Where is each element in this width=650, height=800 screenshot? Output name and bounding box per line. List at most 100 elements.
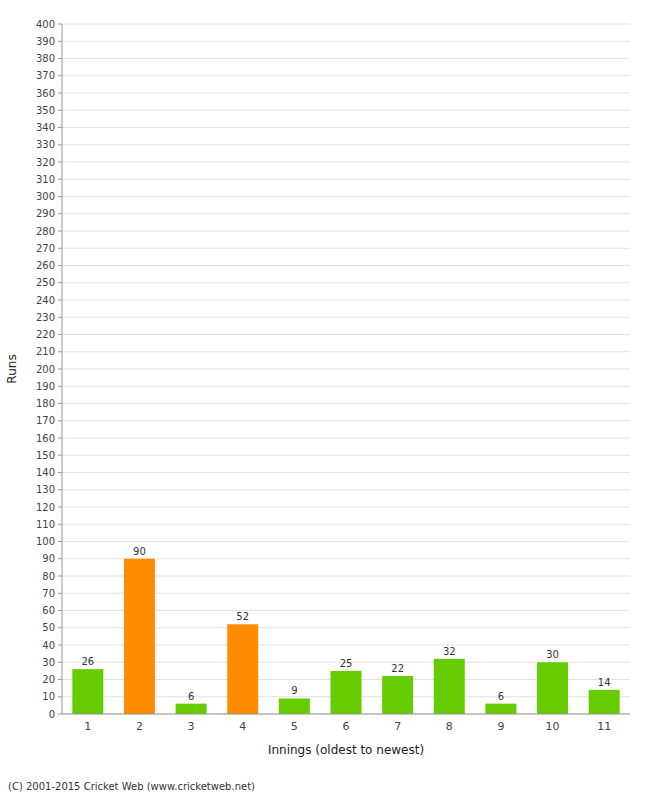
data-label: 6 xyxy=(188,691,194,702)
y-tick xyxy=(58,196,62,197)
y-tick xyxy=(58,679,62,680)
x-tick-label: 3 xyxy=(188,720,195,733)
x-axis-title: Innings (oldest to newest) xyxy=(268,743,424,757)
grid-line xyxy=(62,127,630,128)
y-tick-label: 110 xyxy=(36,519,55,530)
y-tick xyxy=(58,558,62,559)
y-tick-label: 260 xyxy=(36,260,55,271)
y-tick xyxy=(58,696,62,697)
grid-line xyxy=(62,248,630,249)
y-tick xyxy=(58,265,62,266)
y-tick xyxy=(58,334,62,335)
data-label: 9 xyxy=(291,685,297,696)
y-tick-label: 340 xyxy=(36,122,55,133)
y-tick-label: 50 xyxy=(42,622,55,633)
y-tick xyxy=(58,714,62,715)
grid-line xyxy=(62,58,630,59)
data-label: 25 xyxy=(340,658,353,669)
y-tick xyxy=(58,524,62,525)
grid-line xyxy=(62,300,630,301)
grid-line xyxy=(62,455,630,456)
y-tick-label: 230 xyxy=(36,312,55,323)
data-label: 30 xyxy=(546,649,559,660)
grid-line xyxy=(62,196,630,197)
grid-line xyxy=(62,317,630,318)
grid-line xyxy=(62,386,630,387)
chart: 0102030405060708090100110120130140150160… xyxy=(0,0,650,800)
y-tick-label: 350 xyxy=(36,105,55,116)
y-axis: 0102030405060708090100110120130140150160… xyxy=(36,19,62,720)
bar xyxy=(382,676,413,714)
grid-line xyxy=(62,231,630,232)
grid-line xyxy=(62,369,630,370)
y-tick-label: 310 xyxy=(36,174,55,185)
grid-line xyxy=(62,41,630,42)
y-tick xyxy=(58,300,62,301)
y-tick xyxy=(58,386,62,387)
grid-line xyxy=(62,351,630,352)
bars xyxy=(72,559,619,714)
y-tick xyxy=(58,662,62,663)
y-tick-label: 330 xyxy=(36,139,55,150)
y-axis-line xyxy=(62,24,63,714)
y-tick xyxy=(58,93,62,94)
y-tick xyxy=(58,351,62,352)
data-label: 14 xyxy=(598,677,611,688)
grid-line xyxy=(62,265,630,266)
grid-line xyxy=(62,179,630,180)
x-tick-label: 8 xyxy=(446,720,453,733)
bar xyxy=(434,659,465,714)
y-tick xyxy=(58,403,62,404)
bar xyxy=(485,704,516,714)
grid-line xyxy=(62,524,630,525)
y-tick-label: 270 xyxy=(36,243,55,254)
y-tick-label: 180 xyxy=(36,398,55,409)
y-tick-label: 380 xyxy=(36,53,55,64)
x-tick-label: 9 xyxy=(497,720,504,733)
y-tick-label: 130 xyxy=(36,484,55,495)
data-label: 32 xyxy=(443,646,456,657)
y-tick-label: 80 xyxy=(42,571,55,582)
grid-line xyxy=(62,93,630,94)
y-tick-label: 300 xyxy=(36,191,55,202)
grid-line xyxy=(62,714,630,715)
x-tick-label: 11 xyxy=(597,720,611,733)
grid xyxy=(62,24,630,714)
y-tick xyxy=(58,645,62,646)
grid-line xyxy=(62,75,630,76)
y-tick-label: 290 xyxy=(36,208,55,219)
x-tick-label: 5 xyxy=(291,720,298,733)
grid-line xyxy=(62,334,630,335)
y-tick xyxy=(58,248,62,249)
y-tick xyxy=(58,110,62,111)
grid-line xyxy=(62,144,630,145)
grid-line xyxy=(62,420,630,421)
grid-line xyxy=(62,489,630,490)
y-tick-label: 370 xyxy=(36,70,55,81)
y-tick-label: 40 xyxy=(42,640,55,651)
data-label: 6 xyxy=(498,691,504,702)
y-tick xyxy=(58,610,62,611)
y-tick xyxy=(58,144,62,145)
y-tick xyxy=(58,58,62,59)
x-tick-label: 2 xyxy=(136,720,143,733)
y-tick xyxy=(58,420,62,421)
y-tick xyxy=(58,369,62,370)
y-tick xyxy=(58,627,62,628)
y-tick xyxy=(58,593,62,594)
y-tick-label: 100 xyxy=(36,536,55,547)
y-tick xyxy=(58,438,62,439)
y-tick xyxy=(58,472,62,473)
x-tick-label: 10 xyxy=(546,720,560,733)
y-tick xyxy=(58,576,62,577)
y-tick xyxy=(58,24,62,25)
y-tick-label: 360 xyxy=(36,88,55,99)
y-tick xyxy=(58,213,62,214)
y-tick-label: 90 xyxy=(42,553,55,564)
y-tick-label: 30 xyxy=(42,657,55,668)
data-label: 22 xyxy=(391,663,404,674)
footer: (C) 2001-2015 Cricket Web (www.cricketwe… xyxy=(8,781,255,792)
y-tick xyxy=(58,231,62,232)
y-tick-label: 280 xyxy=(36,226,55,237)
y-tick-label: 120 xyxy=(36,502,55,513)
